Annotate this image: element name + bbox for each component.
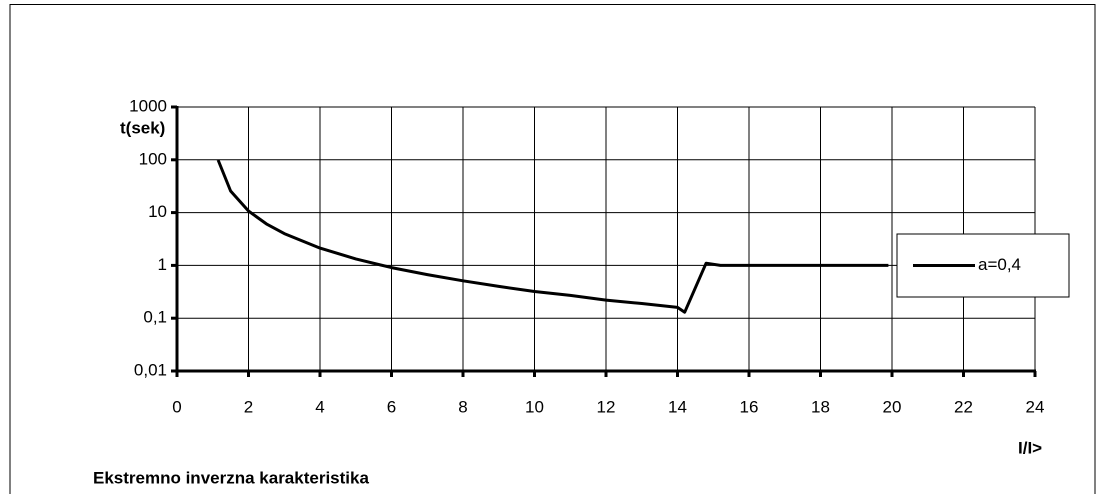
y-tick-label: 1 bbox=[158, 255, 167, 274]
legend-label: a=0,4 bbox=[978, 255, 1021, 274]
series-line bbox=[216, 159, 889, 314]
x-axis-label: I/I> bbox=[1018, 438, 1042, 457]
x-tick-label: 0 bbox=[172, 397, 181, 416]
x-tick-label: 6 bbox=[387, 397, 396, 416]
caption: Ekstremno inverzna karakteristika bbox=[93, 468, 369, 487]
x-tick-label: 10 bbox=[525, 397, 544, 416]
x-tick-label: 22 bbox=[954, 397, 973, 416]
x-tick-label: 16 bbox=[740, 397, 759, 416]
y-axis-label: t(sek) bbox=[120, 118, 165, 137]
y-tick-label: 0,01 bbox=[134, 360, 167, 379]
x-tick-label: 4 bbox=[315, 397, 324, 416]
y-tick-label: 1000 bbox=[129, 96, 167, 115]
x-tick-label: 12 bbox=[597, 397, 616, 416]
y-tick-label: 10 bbox=[148, 202, 167, 221]
x-tick-label: 20 bbox=[883, 397, 902, 416]
x-tick-label: 24 bbox=[1026, 397, 1045, 416]
y-tick-label: 100 bbox=[139, 149, 167, 168]
x-tick-label: 8 bbox=[458, 397, 467, 416]
legend-box bbox=[896, 233, 1070, 298]
x-tick-label: 14 bbox=[668, 397, 687, 416]
y-tick-label: 0,1 bbox=[143, 308, 167, 327]
x-tick-label: 2 bbox=[244, 397, 253, 416]
x-tick-label: 18 bbox=[811, 397, 830, 416]
chart-border bbox=[9, 4, 1096, 494]
